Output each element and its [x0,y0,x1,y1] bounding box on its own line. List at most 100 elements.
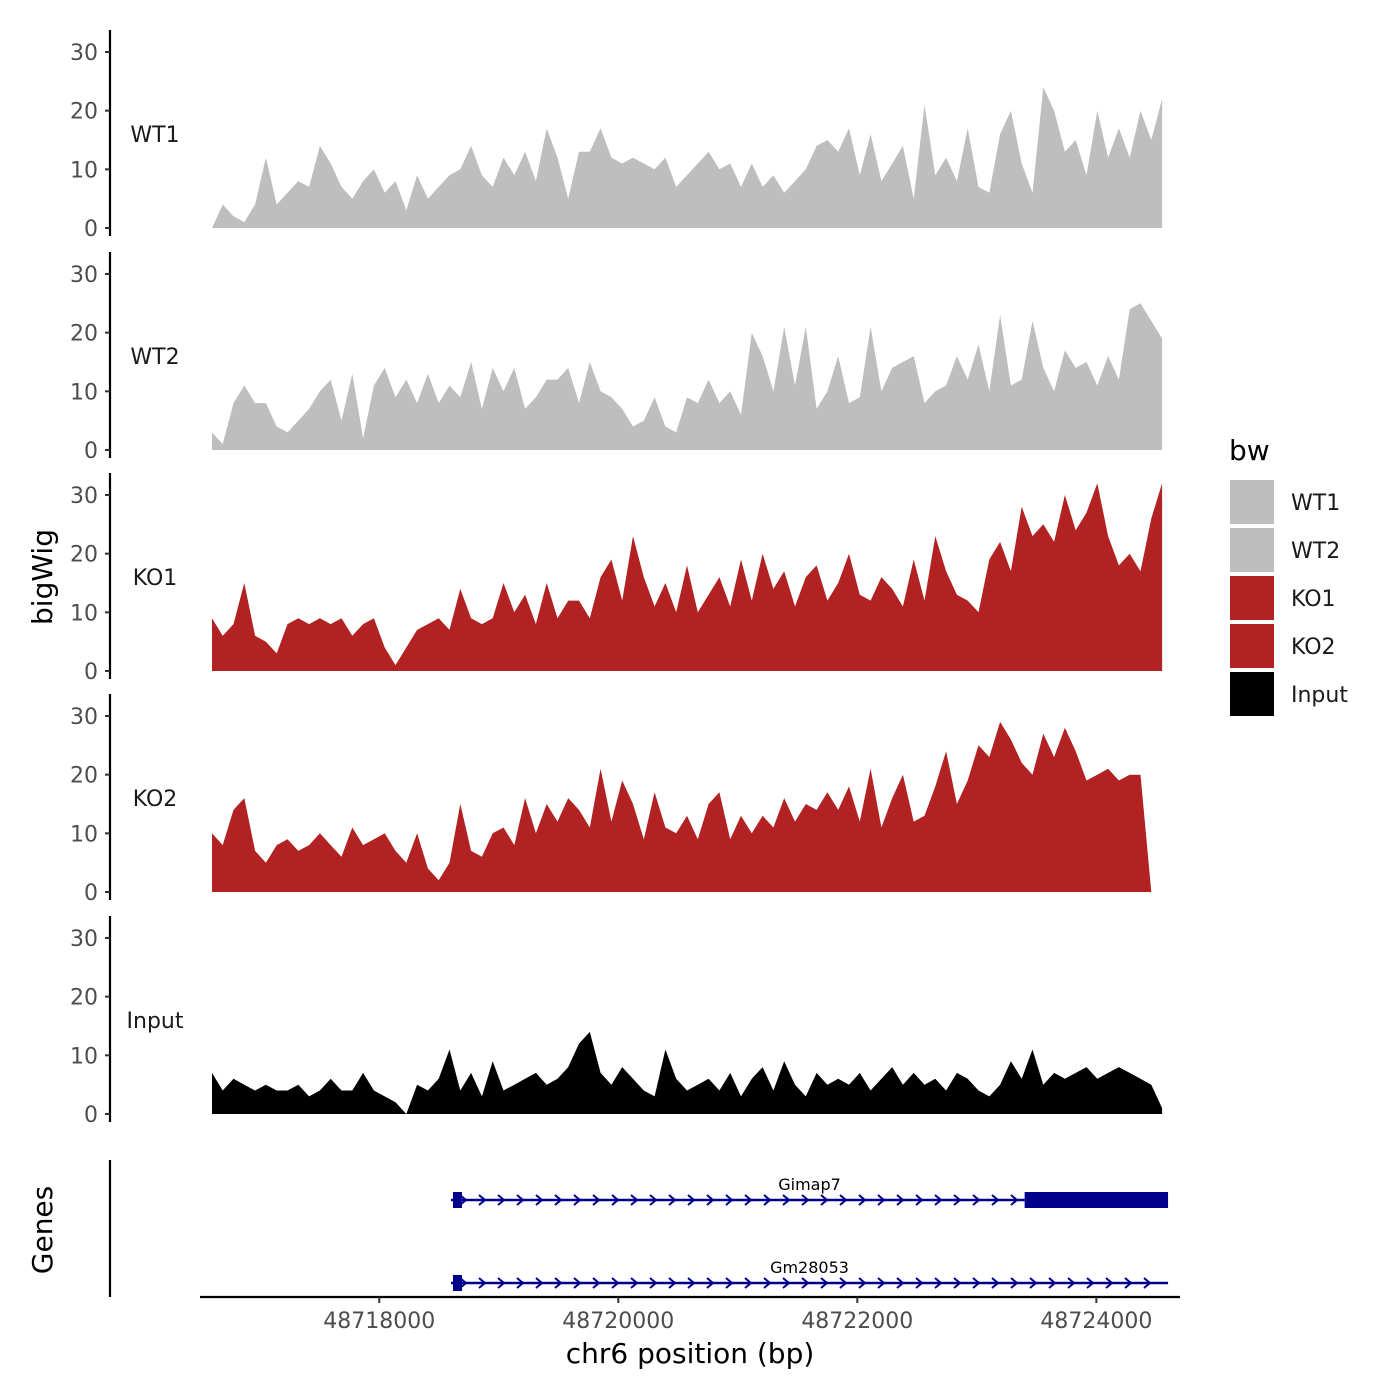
strand-arrow [649,1194,658,1206]
y-tick-label: 30 [70,705,98,730]
y-tick-label: 0 [84,660,98,685]
track-ko2: 0 10 20 30 KO2 [70,694,1163,906]
y-tick-label: 20 [70,322,98,347]
x-tick-label: 48720000 [562,1309,674,1334]
legend-key-wt2 [1230,528,1274,572]
strand-arrow [649,1277,658,1289]
strand-arrow [896,1277,905,1289]
strand-arrow [1086,1277,1095,1289]
track-wt2: 0 10 20 30 WT2 [70,252,1163,464]
strand-arrow [725,1194,734,1206]
strand-arrow [1105,1277,1114,1289]
strand-arrow [877,1194,886,1206]
track-label: WT2 [130,345,179,370]
y-tick-label: 10 [70,380,98,405]
strand-arrow [801,1194,810,1206]
strand-arrow [782,1277,791,1289]
strand-arrow [991,1194,1000,1206]
strand-arrow [1029,1277,1038,1289]
strand-arrow [611,1277,620,1289]
legend-key-ko2 [1230,624,1274,668]
strand-arrow [706,1277,715,1289]
strand-arrow [630,1277,639,1289]
strand-arrow [839,1194,848,1206]
y-tick-label: 0 [84,881,98,906]
y-tick-label: 0 [84,217,98,242]
strand-arrow [744,1277,753,1289]
gene-gimap7: Gimap7 [450,1175,1169,1208]
strand-arrow [535,1277,544,1289]
strand-arrow [991,1277,1000,1289]
strand-arrow [478,1194,487,1206]
strand-arrow [896,1194,905,1206]
track-label: WT1 [130,123,179,148]
legend-title: bw [1229,434,1270,467]
strand-arrow [611,1194,620,1206]
strand-arrow [516,1194,525,1206]
y-tick-label: 20 [70,986,98,1011]
strand-arrow [706,1194,715,1206]
strand-arrow [497,1194,506,1206]
legend: bw WT1 WT2 KO1 KO2 Input [1229,434,1348,716]
strand-arrow [1067,1277,1076,1289]
legend-label: Input [1291,683,1348,708]
strand-arrow [459,1194,468,1206]
exon [452,1192,462,1208]
genes-panel: Gimap7 Gm28053 [108,1160,1169,1297]
y-tick-label: 20 [70,764,98,789]
x-axis-title: chr6 position (bp) [566,1337,815,1370]
track-label: KO2 [133,787,178,812]
x-tick-label: 48722000 [801,1309,913,1334]
strand-arrow [934,1277,943,1289]
strand-arrow [915,1194,924,1206]
strand-arrow [953,1194,962,1206]
strand-arrow [877,1277,886,1289]
strand-arrow [858,1277,867,1289]
area-ko2 [212,721,1163,892]
y-tick-label: 0 [84,1103,98,1128]
strand-arrow [554,1194,563,1206]
strand-arrow [554,1277,563,1289]
strand-arrow [1010,1277,1019,1289]
legend-label: WT1 [1291,491,1340,516]
strand-arrow [687,1194,696,1206]
x-tick-label: 48718000 [323,1309,435,1334]
y-tick-label: 20 [70,543,98,568]
strand-arrow [972,1194,981,1206]
legend-key-input [1230,672,1274,716]
strand-arrow [459,1277,468,1289]
y-tick-label: 10 [70,158,98,183]
coverage-tracks: 0 10 20 30 WT1 0 10 20 30 WT2 0 10 20 30 KO1 0 10 20 30 KO2… [70,30,1163,1128]
track-label: KO1 [133,566,178,591]
strand-arrow [573,1194,582,1206]
strand-arrow [839,1277,848,1289]
y-tick-label: 10 [70,822,98,847]
strand-arrow [1048,1277,1057,1289]
strand-arrow [630,1194,639,1206]
strand-arrow [668,1277,677,1289]
y-tick-label: 30 [70,263,98,288]
y-tick-label: 0 [84,439,98,464]
area-input [212,1031,1163,1114]
strand-arrow [934,1194,943,1206]
exon [452,1275,462,1291]
strand-arrow [801,1277,810,1289]
y-tick-label: 10 [70,601,98,626]
track-input: 0 10 20 30 Input [70,916,1163,1128]
strand-arrow [592,1277,601,1289]
y-tick-label: 30 [70,927,98,952]
legend-key-ko1 [1230,576,1274,620]
strand-arrow [820,1194,829,1206]
strand-arrow [820,1277,829,1289]
strand-arrow [1010,1194,1019,1206]
strand-arrow [782,1194,791,1206]
strand-arrow [915,1277,924,1289]
legend-label: WT2 [1291,539,1340,564]
strand-arrow [592,1194,601,1206]
strand-arrow [668,1194,677,1206]
gene-label: Gimap7 [778,1175,841,1194]
legend-label: KO2 [1291,635,1336,660]
gene-models: Gimap7 Gm28053 [450,1175,1169,1291]
strand-arrow [763,1194,772,1206]
